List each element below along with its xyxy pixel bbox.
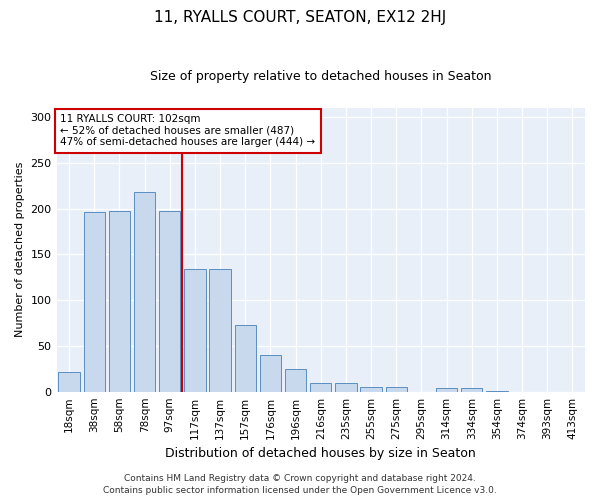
Bar [58,372,80,392]
Title: Size of property relative to detached houses in Seaton: Size of property relative to detached ho… [150,70,491,83]
Bar [361,387,382,392]
Bar [235,325,256,392]
Bar [260,355,281,392]
Bar [134,192,155,392]
Text: Contains HM Land Registry data © Crown copyright and database right 2024.
Contai: Contains HM Land Registry data © Crown c… [103,474,497,495]
Bar [159,212,181,392]
Bar [436,388,457,392]
Bar [335,384,356,392]
Bar [310,382,331,392]
Bar [285,369,307,392]
Bar [461,388,482,392]
Bar [486,391,508,392]
Bar [209,269,231,392]
Text: 11 RYALLS COURT: 102sqm
← 52% of detached houses are smaller (487)
47% of semi-d: 11 RYALLS COURT: 102sqm ← 52% of detache… [61,114,316,148]
Bar [83,212,105,392]
Y-axis label: Number of detached properties: Number of detached properties [15,162,25,338]
X-axis label: Distribution of detached houses by size in Seaton: Distribution of detached houses by size … [166,447,476,460]
Text: 11, RYALLS COURT, SEATON, EX12 2HJ: 11, RYALLS COURT, SEATON, EX12 2HJ [154,10,446,25]
Bar [109,212,130,392]
Bar [184,269,206,392]
Bar [386,387,407,392]
